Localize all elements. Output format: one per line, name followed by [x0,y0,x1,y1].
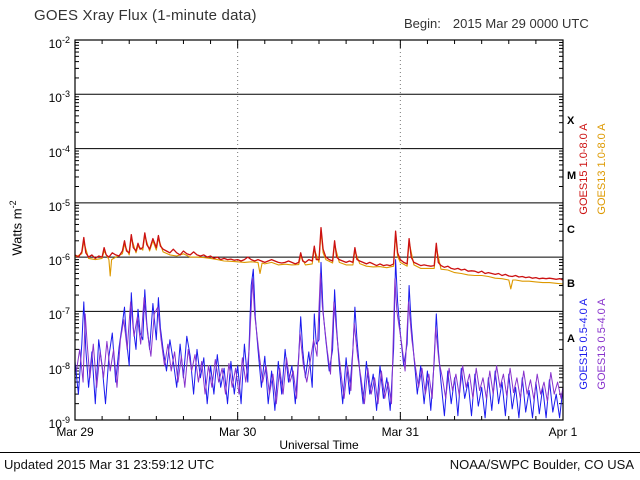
series-line-goes13-short [75,273,564,405]
series-label-goes13-short: GOES13 0.5-4.0 A [596,298,608,390]
y-tick-label: 10-2 [48,35,70,51]
y-tick-label: 10-5 [48,197,70,214]
source-credit: NOAA/SWPC Boulder, CO USA [449,457,634,472]
series-label-goes15-short: GOES15 0.5-4.0 A [578,298,590,390]
y-axis-title: Watts m-2 [8,148,24,308]
series-line-goes13-long [74,230,564,290]
chart-title: GOES Xray Flux (1-minute data) [34,7,257,24]
x-tick-label: Mar 31 [381,425,419,439]
begin-value: 2015 Mar 29 0000 UTC [452,16,589,31]
footer-divider [0,452,640,453]
x-tick-label: Mar 30 [218,425,257,439]
y-tick-label: 10-7 [48,306,70,323]
y-tick-label: 10-4 [48,143,70,160]
begin-timestamp: Begin: 2015 Mar 29 0000 UTC [404,16,589,31]
flare-class-m: M [567,169,577,182]
x-tick-label: Apr 1 [548,425,578,439]
y-axis-title-exponent: -2 [8,200,18,209]
y-tick-label: 10-6 [48,252,70,269]
begin-label: Begin: [404,16,441,31]
flare-class-x: X [567,115,575,128]
x-tick-label: Mar 29 [56,425,94,439]
flare-class-b: B [567,278,575,291]
y-axis-title-base: Watts m [9,208,25,256]
y-tick-label: 10-3 [48,89,70,106]
series-line-goes15-long [74,226,564,281]
plot-border [74,39,564,421]
y-tick-label: 10-8 [48,360,70,377]
flare-class-c: C [567,224,575,236]
updated-timestamp: Updated 2015 Mar 31 23:59:12 UTC [4,457,215,472]
x-axis-title: Universal Time [279,438,359,452]
flare-class-a: A [567,332,575,345]
y-tick-label: 10-9 [48,415,70,431]
